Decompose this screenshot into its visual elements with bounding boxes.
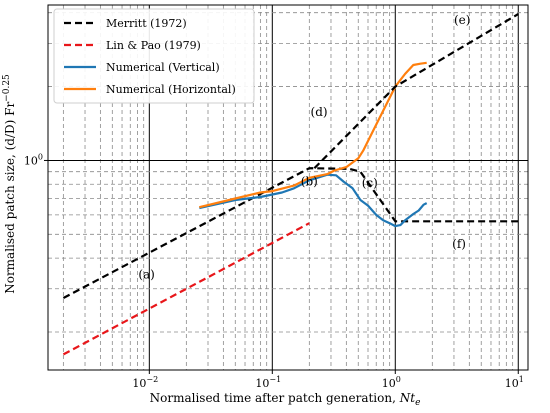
- legend-box: [53, 8, 255, 104]
- y-axis-label: Normalised patch size, (d/D) Fr−0.25: [2, 74, 17, 294]
- annotation-label-4: (d): [311, 105, 328, 119]
- y-axis-label-exp: −0.25: [2, 74, 12, 102]
- series-line-5: [313, 13, 519, 169]
- series-line-3: [199, 173, 428, 228]
- x-tick-label-2: 10−1: [255, 375, 281, 390]
- legend-label-4: Numerical (Horizontal): [106, 83, 236, 96]
- legend: Merritt (1972) Lin & Pao (1979) Numerical …: [53, 8, 255, 104]
- x-tick-label-4: 101: [505, 375, 524, 390]
- x-tick-label-3: 100: [382, 375, 401, 390]
- series-line-4: [199, 61, 427, 209]
- series-line-1: [62, 167, 519, 299]
- plot-frame: [47, 4, 529, 371]
- tick-labels: 10−2 10−1 100 101 100: [24, 152, 524, 390]
- x-axis-label-sub: e: [415, 398, 420, 408]
- series-group: [62, 13, 519, 356]
- x-tick-label-1: 10−2: [132, 375, 158, 390]
- annotations: (a) (b) (c) (d) (e) (f): [138, 13, 470, 282]
- legend-label-1: Merritt (1972): [106, 17, 187, 30]
- annotation-label-5: (e): [454, 13, 470, 27]
- x-axis-label-var: Nt: [399, 391, 416, 405]
- annotation-label-2: (b): [301, 175, 318, 189]
- series-line-2: [62, 222, 310, 356]
- plot-border: [47, 4, 529, 371]
- legend-label-2: Lin & Pao (1979): [106, 39, 201, 52]
- x-axis-label: Normalised time after patch generation, …: [150, 391, 421, 408]
- annotation-label-6: (f): [452, 237, 466, 251]
- annotation-label-3: (c): [362, 176, 378, 190]
- legend-label-3: Numerical (Vertical): [106, 61, 220, 74]
- annotation-label-1: (a): [138, 268, 155, 282]
- y-tick-label-1: 100: [24, 152, 43, 167]
